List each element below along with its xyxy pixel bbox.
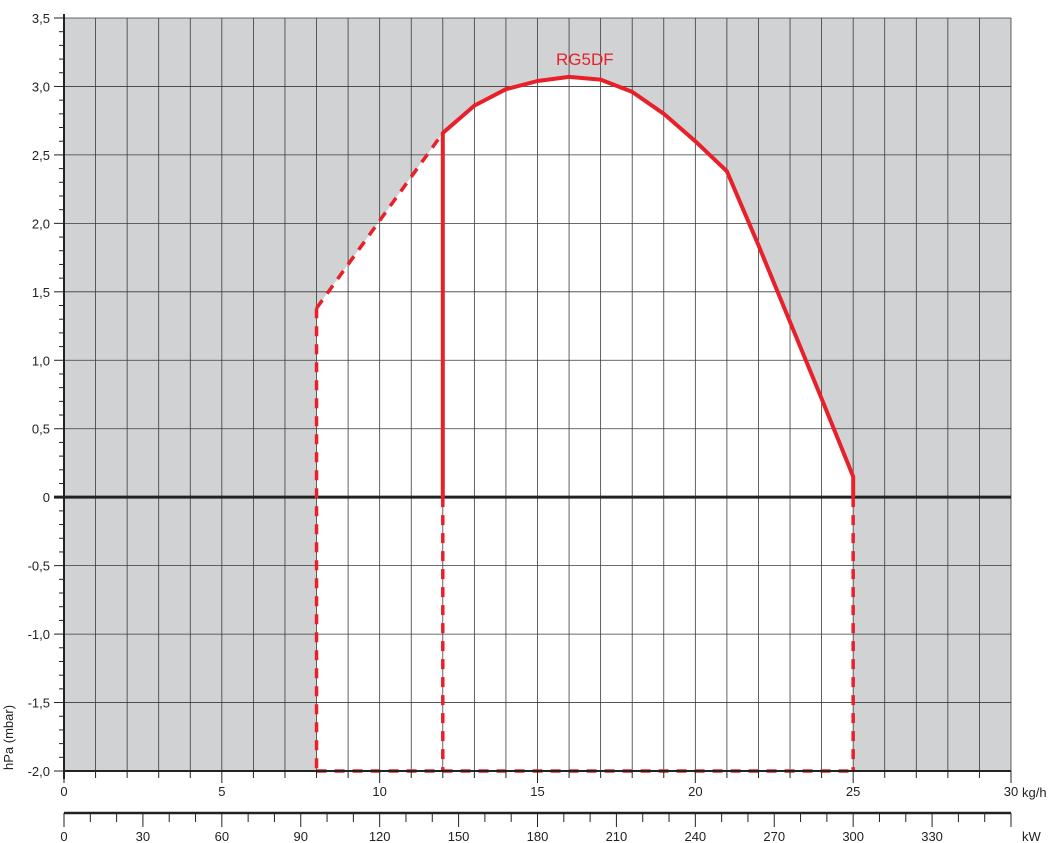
y-tick-label: 3,0 [32, 79, 50, 94]
x2-axis-unit: kW [1022, 829, 1042, 843]
y-tick-label: -1,0 [28, 627, 50, 642]
series-label: RG5DF [556, 50, 614, 69]
x-tick-label: 25 [846, 784, 860, 799]
x2-tick-label: 60 [215, 829, 229, 843]
y-tick-label: 0,5 [32, 422, 50, 437]
x-axis-unit: kg/h [1022, 785, 1047, 800]
working-area [316, 76, 854, 771]
y-tick-label: 1,0 [32, 353, 50, 368]
y-tick-label: -1,5 [28, 696, 50, 711]
x2-tick-label: 0 [60, 829, 67, 843]
x2-tick-label: 330 [921, 829, 943, 843]
y-tick-label: 3,5 [32, 11, 50, 26]
y-tick-label: 2,5 [32, 148, 50, 163]
x-tick-label: 15 [530, 784, 544, 799]
curve-solid [440, 74, 856, 498]
x-tick-label: 5 [218, 784, 225, 799]
x2-tick-label: 180 [527, 829, 549, 843]
x2-tick-label: 300 [842, 829, 864, 843]
y-tick-label: 2,0 [32, 216, 50, 231]
y-tick-label: 1,5 [32, 285, 50, 300]
y-tick-label: -0,5 [28, 559, 50, 574]
y-tick-label: -2,0 [28, 764, 50, 779]
x-tick-label: 10 [372, 784, 386, 799]
x-tick-label: 30 [1004, 784, 1018, 799]
x2-tick-label: 30 [136, 829, 150, 843]
x2-tick-label: 120 [369, 829, 391, 843]
y-axis-label: hPa (mbar) [1, 705, 16, 770]
x2-tick-label: 270 [763, 829, 785, 843]
x2-tick-label: 210 [606, 829, 628, 843]
x-tick-label: 0 [60, 784, 67, 799]
x-tick-label: 20 [688, 784, 702, 799]
y-tick-label: 0 [43, 490, 50, 505]
x2-tick-label: 90 [294, 829, 308, 843]
x2-tick-label: 150 [448, 829, 470, 843]
x2-tick-label: 240 [684, 829, 706, 843]
